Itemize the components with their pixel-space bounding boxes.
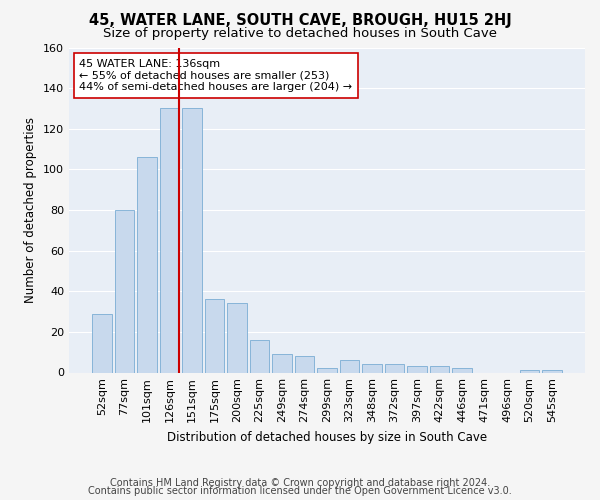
Bar <box>137 157 157 372</box>
Text: Contains HM Land Registry data © Crown copyright and database right 2024.: Contains HM Land Registry data © Crown c… <box>110 478 490 488</box>
Bar <box>250 340 269 372</box>
Bar <box>227 304 247 372</box>
Bar <box>295 356 314 372</box>
Bar <box>205 300 224 372</box>
Y-axis label: Number of detached properties: Number of detached properties <box>25 117 37 303</box>
Bar <box>430 366 449 372</box>
Text: 45, WATER LANE, SOUTH CAVE, BROUGH, HU15 2HJ: 45, WATER LANE, SOUTH CAVE, BROUGH, HU15… <box>89 12 511 28</box>
Bar <box>115 210 134 372</box>
Bar <box>92 314 112 372</box>
Bar <box>272 354 292 372</box>
Bar <box>182 108 202 372</box>
Text: 45 WATER LANE: 136sqm
← 55% of detached houses are smaller (253)
44% of semi-det: 45 WATER LANE: 136sqm ← 55% of detached … <box>79 59 352 92</box>
Bar <box>160 108 179 372</box>
X-axis label: Distribution of detached houses by size in South Cave: Distribution of detached houses by size … <box>167 431 487 444</box>
Bar <box>542 370 562 372</box>
Bar <box>340 360 359 372</box>
Bar <box>452 368 472 372</box>
Bar <box>385 364 404 372</box>
Bar <box>362 364 382 372</box>
Text: Contains public sector information licensed under the Open Government Licence v3: Contains public sector information licen… <box>88 486 512 496</box>
Bar <box>407 366 427 372</box>
Text: Size of property relative to detached houses in South Cave: Size of property relative to detached ho… <box>103 28 497 40</box>
Bar <box>317 368 337 372</box>
Bar <box>520 370 539 372</box>
